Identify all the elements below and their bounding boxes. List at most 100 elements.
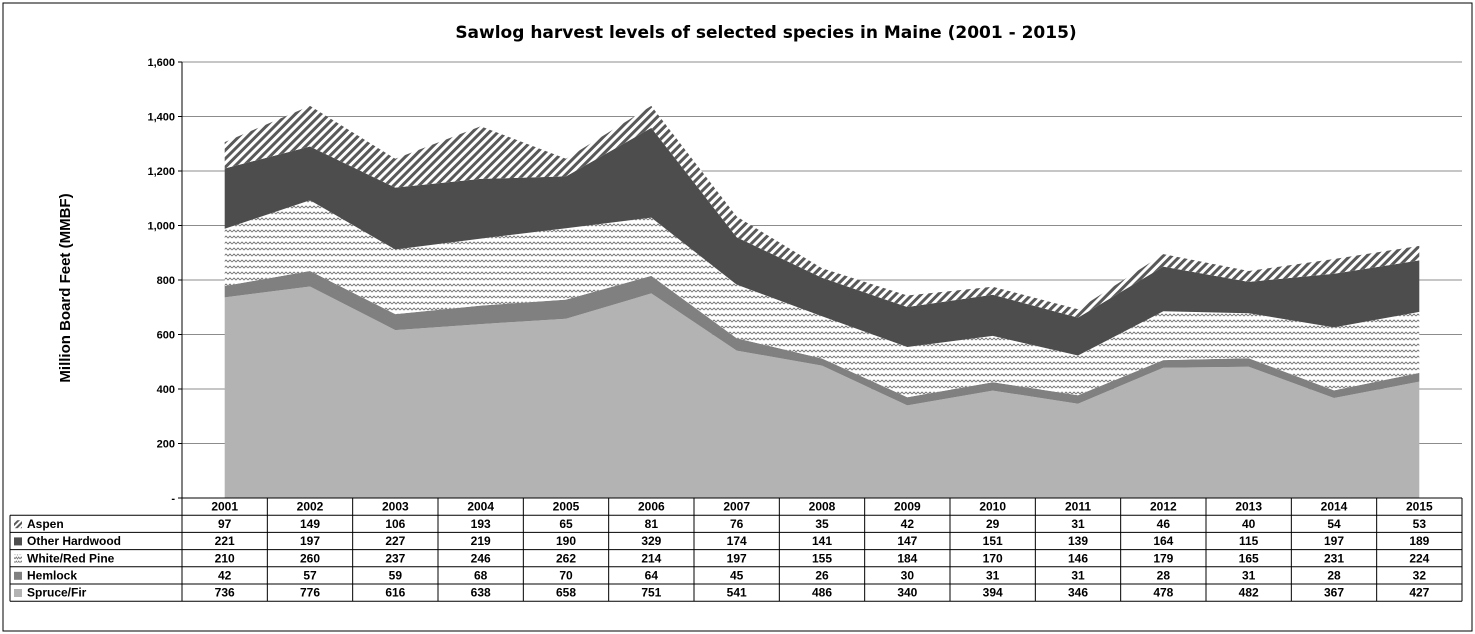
data-label: 31 — [1071, 517, 1085, 531]
table-row-other-hardwood: Other Hardwood 221 197 227 219 190 329 174 141 14… — [14, 534, 1430, 548]
data-label: 164 — [1153, 534, 1173, 548]
data-label: 329 — [641, 534, 661, 548]
data-label: 776 — [300, 586, 320, 600]
x-tick-label: 2005 — [553, 500, 580, 514]
data-label: 190 — [556, 534, 576, 548]
y-tick-label: 200 — [157, 439, 175, 451]
data-label: 227 — [385, 534, 405, 548]
data-label: 65 — [559, 517, 573, 531]
data-label: 81 — [645, 517, 659, 531]
data-label: 32 — [1413, 569, 1427, 583]
data-label: 42 — [901, 517, 915, 531]
x-tick-label: 2007 — [723, 500, 750, 514]
table-row-white-red-pine: White/Red Pine 210 260 237 246 262 214 197 155 18… — [14, 551, 1430, 565]
data-label: 541 — [727, 586, 747, 600]
data-label: 42 — [218, 569, 232, 583]
data-label: 31 — [1071, 569, 1085, 583]
x-tick-label: 2014 — [1321, 500, 1348, 514]
y-tick-label: 1,000 — [147, 221, 175, 233]
data-label: 224 — [1409, 551, 1429, 565]
legend-key-other-hardwood — [14, 537, 22, 546]
x-tick-label: 2003 — [382, 500, 409, 514]
legend-label-other-hardwood: Other Hardwood — [27, 534, 121, 548]
area-series-spruce-fir — [224, 286, 1420, 498]
legend-key-hemlock — [14, 571, 22, 580]
data-label: 30 — [901, 569, 915, 583]
data-label: 367 — [1324, 586, 1344, 600]
data-label: 170 — [983, 551, 1003, 565]
area-series-white-red-pine — [224, 200, 1420, 398]
legend-label-spruce-fir: Spruce/Fir — [27, 586, 87, 600]
legend-label-hemlock: Hemlock — [27, 569, 77, 583]
x-tick-label: 2013 — [1235, 500, 1262, 514]
y-tick-label: 800 — [157, 275, 175, 287]
data-label: 219 — [471, 534, 491, 548]
data-label: 616 — [385, 586, 405, 600]
data-label: 54 — [1327, 517, 1341, 531]
data-label: 155 — [812, 551, 832, 565]
legend-key-spruce-fir — [14, 589, 22, 597]
data-label: 115 — [1239, 534, 1259, 548]
data-label: 486 — [812, 586, 832, 600]
data-label: 751 — [641, 586, 661, 600]
data-label: 736 — [215, 586, 235, 600]
data-label: 478 — [1153, 586, 1173, 600]
data-label: 26 — [815, 569, 829, 583]
data-label: 151 — [983, 534, 1003, 548]
data-label: 214 — [641, 551, 661, 565]
data-label: 221 — [215, 534, 235, 548]
legend-key-aspen — [14, 520, 22, 529]
data-label: 346 — [1068, 586, 1088, 600]
y-tick-label: 1,400 — [147, 112, 175, 124]
data-label: 45 — [730, 569, 744, 583]
area-series-group — [224, 105, 1420, 498]
data-label: 184 — [897, 551, 917, 565]
data-label: 262 — [556, 551, 576, 565]
y-tick-label: 1,600 — [147, 57, 175, 69]
data-label: 193 — [471, 517, 491, 531]
data-label: 106 — [385, 517, 405, 531]
data-label: 59 — [389, 569, 403, 583]
x-tick-label: 2006 — [638, 500, 665, 514]
data-label: 482 — [1239, 586, 1259, 600]
x-tick-label: 2004 — [467, 500, 494, 514]
data-label: 68 — [474, 569, 488, 583]
area-series-aspen — [224, 105, 1420, 318]
data-label: 76 — [730, 517, 744, 531]
data-label: 394 — [983, 586, 1003, 600]
x-tick-label: 2010 — [979, 500, 1006, 514]
y-axis-label: Million Board Feet (MMBF) — [57, 193, 74, 382]
y-tick-label: - — [171, 493, 175, 505]
area-series-other-hardwood — [224, 127, 1420, 356]
x-tick-label: 2012 — [1150, 500, 1177, 514]
table-row-aspen: Aspen 97 149 106 193 65 81 76 35 42 29 31 46 40 54 53 — [14, 517, 1426, 531]
data-label: 97 — [218, 517, 232, 531]
data-label: 46 — [1157, 517, 1171, 531]
data-label: 31 — [986, 569, 1000, 583]
data-label: 427 — [1409, 586, 1429, 600]
data-label: 189 — [1409, 534, 1429, 548]
data-label: 141 — [812, 534, 832, 548]
y-tick-label: 400 — [157, 384, 175, 396]
data-label: 231 — [1324, 551, 1344, 565]
data-label: 70 — [559, 569, 573, 583]
x-tick-label: 2008 — [809, 500, 836, 514]
data-label: 64 — [645, 569, 659, 583]
data-label: 53 — [1413, 517, 1427, 531]
data-label: 260 — [300, 551, 320, 565]
data-label: 28 — [1327, 569, 1341, 583]
legend-key-white-red-pine — [14, 554, 22, 563]
data-label: 146 — [1068, 551, 1088, 565]
table-row-spruce-fir: Spruce/Fir 736 776 616 638 658 751 541 486 340 394… — [14, 586, 1430, 600]
table-row-hemlock: Hemlock 42 57 59 68 70 64 45 26 30 31 31 28 31 28 32 — [14, 569, 1426, 583]
data-label: 197 — [1324, 534, 1344, 548]
data-label: 147 — [897, 534, 917, 548]
data-label: 340 — [897, 586, 917, 600]
data-label: 246 — [471, 551, 491, 565]
x-tick-label: 2011 — [1065, 500, 1091, 514]
x-tick-label: 2015 — [1406, 500, 1433, 514]
legend-label-white-red-pine: White/Red Pine — [27, 551, 115, 565]
y-tick-labels: - 200 400 600 800 1,000 1,200 1,400 1,600 — [147, 57, 175, 505]
